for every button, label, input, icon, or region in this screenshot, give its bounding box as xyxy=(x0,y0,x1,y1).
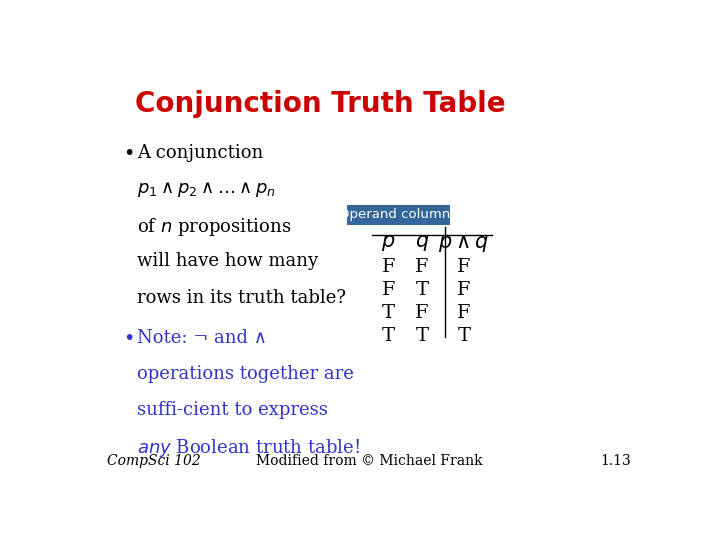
Text: Conjunction Truth Table: Conjunction Truth Table xyxy=(135,90,505,118)
Text: F: F xyxy=(457,258,471,276)
Text: T: T xyxy=(382,327,395,345)
Text: $q$: $q$ xyxy=(415,233,429,253)
Text: rows in its truth table?: rows in its truth table? xyxy=(138,288,346,307)
Text: F: F xyxy=(457,304,471,322)
Text: Note: ¬ and ∧: Note: ¬ and ∧ xyxy=(138,329,267,347)
Text: T: T xyxy=(382,304,395,322)
Text: suffi-cient to express: suffi-cient to express xyxy=(138,401,328,419)
Text: $\mathit{any}$ Boolean truth table!: $\mathit{any}$ Boolean truth table! xyxy=(138,437,360,460)
Text: Modified from © Michael Frank: Modified from © Michael Frank xyxy=(256,454,482,468)
Text: F: F xyxy=(415,258,429,276)
Text: A conjunction: A conjunction xyxy=(138,144,264,162)
Text: T: T xyxy=(415,281,428,299)
Text: CompSci 102: CompSci 102 xyxy=(107,454,200,468)
Text: of $n$ propositions: of $n$ propositions xyxy=(138,216,292,238)
Text: F: F xyxy=(382,258,395,276)
Text: •: • xyxy=(124,144,135,163)
Text: $p\wedge q$: $p\wedge q$ xyxy=(438,233,490,254)
Text: Operand columns: Operand columns xyxy=(339,208,457,221)
Text: $p_1 \wedge p_2 \wedge \ldots \wedge p_n$: $p_1 \wedge p_2 \wedge \ldots \wedge p_n… xyxy=(138,180,276,199)
Text: $p$: $p$ xyxy=(382,233,396,253)
Text: F: F xyxy=(415,304,429,322)
FancyBboxPatch shape xyxy=(347,205,450,225)
Text: will have how many: will have how many xyxy=(138,252,318,271)
Text: •: • xyxy=(124,329,135,348)
Text: 1.13: 1.13 xyxy=(600,454,631,468)
Text: F: F xyxy=(382,281,395,299)
Text: operations together are: operations together are xyxy=(138,365,354,383)
Text: F: F xyxy=(457,281,471,299)
Text: T: T xyxy=(415,327,428,345)
Text: T: T xyxy=(457,327,470,345)
